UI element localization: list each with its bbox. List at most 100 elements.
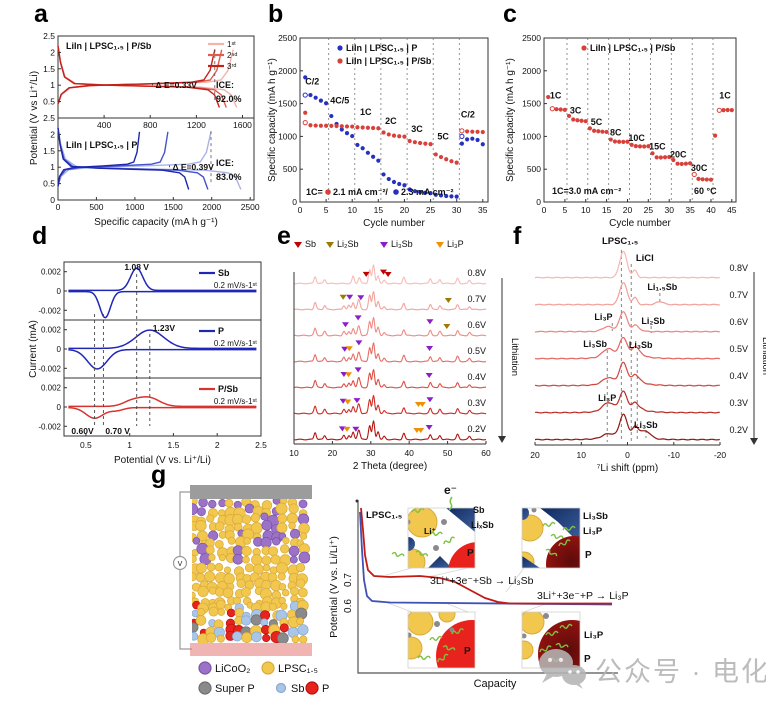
- y-tick: 1000: [522, 131, 541, 141]
- data-point: [303, 75, 308, 80]
- phase-marker-triangle: [380, 242, 388, 248]
- data-point: [355, 142, 360, 148]
- inset-connector: [505, 567, 525, 593]
- phase-marker-triangle: [384, 271, 392, 277]
- cv-cathodic-curve: [68, 290, 257, 319]
- data-point: [449, 194, 454, 199]
- data-point: [562, 107, 567, 112]
- data-point: [642, 144, 647, 149]
- legend-swatch: [275, 682, 287, 694]
- x-tick: 1500: [164, 202, 183, 212]
- data-point: [633, 144, 638, 149]
- data-point: [621, 139, 626, 145]
- nmr-trace: [535, 361, 720, 387]
- phase-marker-triangle: [341, 322, 349, 328]
- data-point: [725, 107, 730, 113]
- data-point: [708, 177, 714, 182]
- nmr-trace: [535, 282, 720, 306]
- rate-label: 3C: [411, 124, 423, 134]
- phase-marker-triangle: [345, 346, 353, 352]
- data-point: [350, 124, 355, 129]
- data-point: [318, 98, 323, 103]
- data-point: [397, 181, 402, 187]
- x-tick: -20: [714, 450, 727, 460]
- open-data-point: [302, 120, 308, 126]
- x-tick: 0: [56, 202, 61, 212]
- phase-marker-triangle: [426, 397, 434, 403]
- data-point: [470, 129, 475, 134]
- li-ion-squiggle: [417, 655, 431, 660]
- li-ion-squiggle: [429, 635, 443, 641]
- li3p-label: Li₃P: [583, 526, 603, 537]
- xrd-trace: [293, 368, 486, 389]
- temperature-note: 60 °C: [694, 186, 717, 196]
- data-point: [344, 131, 350, 136]
- data-point: [579, 118, 584, 123]
- inset-connector: [385, 567, 413, 576]
- voltage-label: 0.4V: [467, 372, 486, 382]
- li3sb-label: Li₃Sb: [583, 511, 608, 522]
- x-tick: 15: [602, 205, 612, 215]
- x-axis-label: 2 Theta (degree): [353, 461, 427, 472]
- mechanism-inset: Li⁺: [408, 508, 475, 568]
- p-label: P: [585, 550, 592, 561]
- footnote-prefix: 1C=: [306, 187, 323, 197]
- data-point: [418, 190, 423, 195]
- x-axis-label: Cycle number: [609, 218, 671, 229]
- phase-marker-triangle: [417, 428, 425, 433]
- y-axis-label: Specific capacity (mA h g⁻¹): [267, 58, 278, 182]
- voltage-label: 0.6V: [729, 317, 748, 327]
- x-axis-label: Potential (V vs. Li⁺/Li): [114, 455, 211, 466]
- x-tick: 5: [563, 205, 568, 215]
- data-point: [318, 123, 323, 128]
- data-point: [465, 137, 470, 142]
- gcd-curve: [57, 131, 141, 187]
- li-ion-squiggle: [391, 551, 405, 557]
- species-label: Li₃Sb: [634, 420, 658, 430]
- rate-label: 20C: [670, 149, 687, 159]
- voltage-label: 0.8V: [467, 268, 486, 278]
- reaction-sb: 3Li⁺+3e⁻+Sb → Li₃Sb: [430, 575, 534, 587]
- phase-marker-triangle: [425, 424, 433, 430]
- reaction-p: 3Li⁺+3e⁻+P → Li₃P: [537, 590, 629, 602]
- y-axis-label: Specific capacity (mA h g⁻¹): [505, 58, 516, 182]
- li-ion-squiggle: [558, 539, 571, 547]
- x-tick: 35: [685, 205, 695, 215]
- data-point: [608, 137, 613, 142]
- gcd-curve: [57, 45, 227, 108]
- data-point: [671, 157, 676, 163]
- phase-marker-triangle: [426, 345, 434, 351]
- y-tick: 1: [50, 162, 55, 172]
- y-tick: 2: [50, 47, 55, 57]
- y-tick: 0.6: [343, 599, 354, 613]
- y-axis-label: Current (mA): [28, 320, 39, 378]
- y-tick: 2.5: [43, 31, 55, 41]
- cell-title: LiIn | LPSC₁.₅ | P/Sb: [66, 41, 152, 51]
- nmr-trace: [534, 250, 720, 279]
- x-tick: 0: [298, 205, 303, 215]
- species-label: Li₃P: [594, 312, 612, 322]
- data-point: [700, 177, 705, 182]
- footnote-blue: 2.3 mA cm⁻²: [401, 187, 453, 197]
- x-tick: 25: [426, 205, 436, 215]
- voltage-label: 0.5V: [467, 346, 486, 356]
- y-tick: 0: [57, 287, 62, 296]
- data-point: [360, 125, 365, 130]
- data-point: [658, 155, 663, 160]
- y-tick: 0: [50, 195, 55, 205]
- data-point: [329, 123, 334, 129]
- x-tick: 1200: [187, 120, 206, 130]
- species-label: Li₂Sb: [641, 316, 665, 326]
- y-tick: 1500: [278, 99, 297, 109]
- x-tick: 400: [97, 120, 111, 130]
- data-point: [675, 161, 680, 166]
- data-point: [381, 130, 386, 135]
- mechanism-inset: P: [408, 612, 475, 668]
- data-point: [412, 140, 417, 145]
- data-point: [475, 137, 480, 143]
- li-ion-squiggle: [559, 623, 573, 629]
- gcd-curve: [57, 45, 221, 108]
- panel-a-charge-discharge-chart: LiIn | LPSC₁.₅ | P/Sb Δ E=0.33V ICE: 92.0% 2…: [29, 31, 260, 228]
- data-point: [629, 142, 634, 147]
- data-point: [412, 189, 417, 194]
